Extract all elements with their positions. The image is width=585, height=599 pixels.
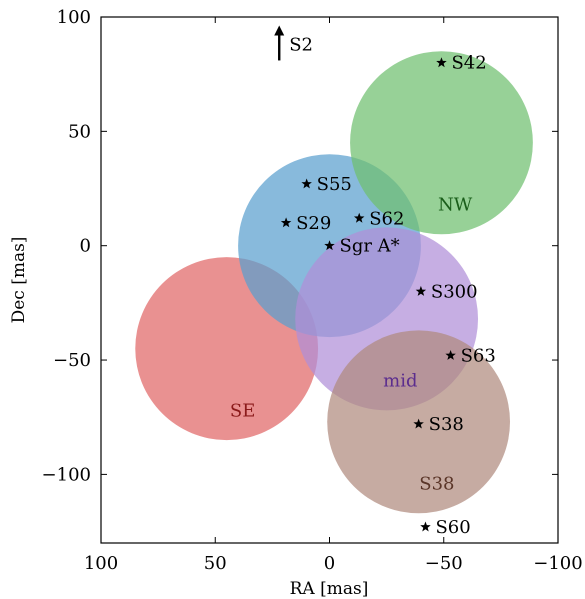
region-circle-nw [350,51,533,235]
region-label-se: SE [230,400,255,421]
x-axis-title: RA [mas] [290,579,369,599]
y-tick-label: 50 [68,121,91,142]
region-label-mid: mid [383,371,417,392]
region-label-s38: S38 [419,474,454,495]
y-tick-label: 0 [80,236,91,257]
s2-arrow-head [274,25,285,36]
star-label-s38: S38 [429,414,464,435]
star-label-sgr-a: Sgr A* [340,236,400,257]
region-label-nw: NW [438,195,473,216]
star-marker-s29 [280,217,292,228]
star-marker-s63 [445,349,456,360]
y-tick-label: 100 [57,7,91,28]
star-marker-s62 [353,212,365,223]
star-markers: S42 S55 S29 S62 Sgr A* S300 S63 S38 S60 [280,53,496,538]
star-marker-s300 [415,285,427,296]
star-label-s60: S60 [435,517,470,538]
y-axis-title: Dec [mas] [9,237,29,324]
star-marker-s38 [413,418,424,429]
y-axis-ticks: 100 50 0 −50 −100 [42,7,558,485]
y-tick-label: −100 [42,464,91,485]
region-labels: SE mid S38 NW [230,195,473,495]
y-tick-label: −50 [53,350,91,371]
star-label-s55: S55 [317,174,352,195]
star-label-s42: S42 [451,53,486,74]
star-marker-s60 [420,521,431,532]
x-axis-ticks: 100 50 0 −50 −100 [84,17,583,574]
x-tick-label: 100 [84,553,118,574]
star-marker-s55 [301,178,312,189]
star-label-s63: S63 [461,345,496,366]
x-tick-label: −100 [533,553,582,574]
star-label-s62: S62 [369,208,404,229]
star-label-s300: S300 [431,281,478,302]
x-tick-label: 0 [324,553,335,574]
star-marker-sgr-a [324,240,335,251]
x-tick-label: −50 [425,553,463,574]
star-label-s29: S29 [296,213,331,234]
x-tick-label: 50 [204,553,227,574]
s2-label: S2 [289,34,313,55]
star-marker-s42 [436,57,447,68]
s2-annotation: S2 [274,25,313,61]
